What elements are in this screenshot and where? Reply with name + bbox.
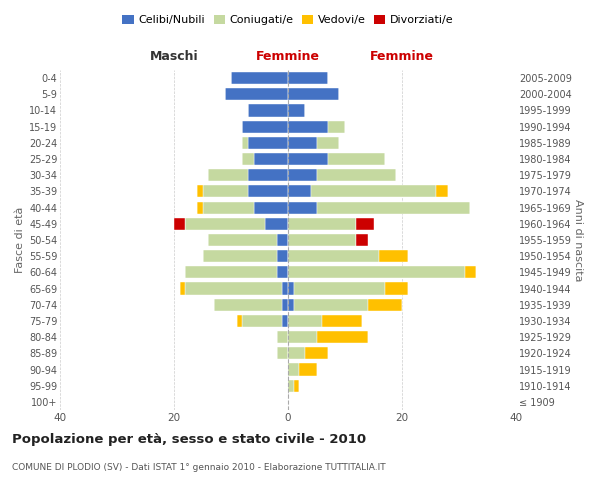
Bar (294, 298, 368, 311)
Bar (294, 282, 385, 294)
Bar (356, 218, 373, 230)
Bar (379, 250, 408, 262)
Text: COMUNE DI PLODIO (SV) - Dati ISTAT 1° gennaio 2010 - Elaborazione TUTTITALIA.IT: COMUNE DI PLODIO (SV) - Dati ISTAT 1° ge… (12, 463, 386, 472)
Bar (356, 234, 368, 246)
Text: Femmine: Femmine (370, 50, 434, 63)
Bar (311, 186, 436, 198)
Bar (277, 250, 288, 262)
Bar (288, 137, 317, 149)
Bar (385, 282, 408, 294)
Bar (288, 348, 305, 360)
Bar (317, 169, 397, 181)
Bar (208, 234, 277, 246)
Text: Femmine: Femmine (256, 50, 320, 63)
Bar (294, 380, 299, 392)
Bar (328, 153, 385, 165)
Bar (185, 218, 265, 230)
Bar (254, 202, 288, 213)
Bar (248, 186, 288, 198)
Bar (288, 169, 317, 181)
Bar (203, 202, 254, 213)
Bar (288, 88, 340, 101)
Bar (288, 266, 465, 278)
Bar (288, 72, 328, 84)
Bar (322, 315, 362, 327)
Bar (305, 348, 328, 360)
Bar (288, 120, 328, 132)
Bar (203, 250, 277, 262)
Bar (288, 153, 328, 165)
Bar (288, 202, 317, 213)
Bar (288, 298, 294, 311)
Bar (265, 218, 288, 230)
Text: Popolazione per età, sesso e stato civile - 2010: Popolazione per età, sesso e stato civil… (12, 432, 366, 446)
Bar (231, 72, 288, 84)
Bar (248, 104, 288, 117)
Bar (283, 282, 288, 294)
Bar (288, 282, 294, 294)
Bar (436, 186, 448, 198)
Bar (248, 169, 288, 181)
Bar (288, 218, 356, 230)
Bar (277, 331, 288, 343)
Bar (283, 298, 288, 311)
Bar (288, 380, 294, 392)
Legend: Celibi/Nubili, Coniugati/e, Vedovi/e, Divorziati/e: Celibi/Nubili, Coniugati/e, Vedovi/e, Di… (118, 10, 458, 30)
Bar (226, 88, 288, 101)
Bar (277, 234, 288, 246)
Bar (208, 169, 248, 181)
Bar (214, 298, 283, 311)
Bar (317, 202, 470, 213)
Bar (317, 137, 340, 149)
Bar (242, 315, 283, 327)
Bar (254, 153, 288, 165)
Bar (237, 315, 242, 327)
Bar (328, 120, 345, 132)
Bar (197, 186, 203, 198)
Bar (317, 331, 368, 343)
Bar (288, 315, 322, 327)
Bar (288, 331, 317, 343)
Y-axis label: Fasce di età: Fasce di età (14, 207, 25, 273)
Bar (288, 104, 305, 117)
Bar (277, 266, 288, 278)
Bar (242, 153, 254, 165)
Y-axis label: Anni di nascita: Anni di nascita (573, 198, 583, 281)
Bar (242, 120, 288, 132)
Bar (242, 137, 248, 149)
Bar (465, 266, 476, 278)
Bar (197, 202, 203, 213)
Bar (185, 282, 283, 294)
Bar (368, 298, 402, 311)
Bar (185, 266, 277, 278)
Bar (248, 137, 288, 149)
Bar (299, 364, 317, 376)
Bar (288, 186, 311, 198)
Bar (174, 218, 185, 230)
Text: Maschi: Maschi (149, 50, 199, 63)
Bar (288, 234, 356, 246)
Bar (203, 186, 248, 198)
Bar (180, 282, 185, 294)
Bar (288, 250, 379, 262)
Bar (277, 348, 288, 360)
Bar (283, 315, 288, 327)
Bar (288, 364, 299, 376)
